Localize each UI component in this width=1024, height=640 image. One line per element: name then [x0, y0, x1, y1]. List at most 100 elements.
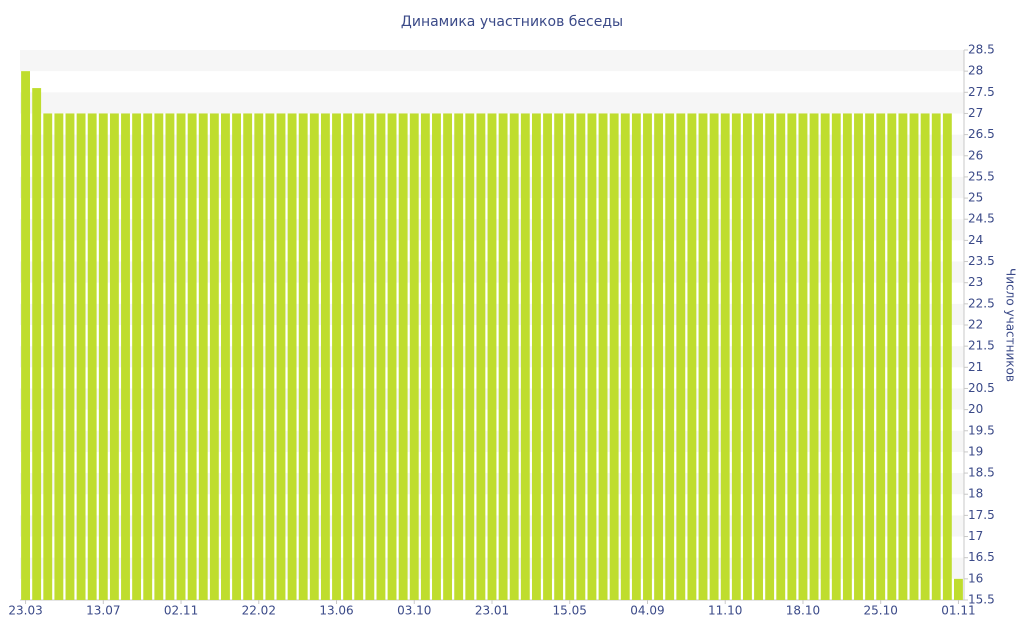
- x-tick-label: 04.09: [630, 604, 664, 618]
- y-tick-label: 27: [968, 106, 983, 120]
- x-tick-label: 15.05: [553, 604, 587, 618]
- bar: [221, 113, 230, 600]
- bar: [187, 113, 197, 600]
- bar: [776, 113, 786, 600]
- bar: [21, 71, 30, 600]
- bar: [509, 113, 519, 600]
- bar: [854, 113, 863, 600]
- bar: [920, 113, 930, 600]
- x-tick-label: 11.10: [708, 604, 742, 618]
- bar: [620, 113, 630, 600]
- y-tick-label: 24.5: [968, 212, 995, 226]
- bar: [798, 113, 808, 600]
- y-tick-label: 18: [968, 487, 983, 501]
- y-tick-label: 24: [968, 233, 983, 247]
- bar: [209, 113, 219, 600]
- x-tick-label: 02.11: [164, 604, 198, 618]
- bar: [432, 113, 441, 600]
- bar: [265, 113, 275, 600]
- bar: [154, 113, 164, 600]
- bar: [898, 113, 908, 600]
- bar: [165, 113, 175, 600]
- bar: [742, 113, 752, 600]
- y-tick-label: 22: [968, 318, 983, 332]
- bar: [842, 113, 852, 600]
- chart-title: Динамика участников беседы: [401, 14, 623, 30]
- bar: [309, 113, 319, 600]
- bar: [654, 113, 664, 600]
- y-tick-label: 16.5: [968, 550, 995, 564]
- bar: [676, 113, 686, 600]
- bar: [398, 113, 408, 600]
- bar: [254, 113, 264, 600]
- y-tick-label: 17.5: [968, 508, 995, 522]
- x-tick-label: 03.10: [397, 604, 431, 618]
- bar: [32, 88, 42, 601]
- bar: [631, 113, 641, 600]
- bar: [643, 113, 652, 600]
- x-tick-label: 23.01: [475, 604, 509, 618]
- bar: [121, 113, 130, 600]
- bar: [554, 113, 564, 600]
- bar: [720, 113, 730, 600]
- bar: [487, 113, 497, 600]
- y-tick-label: 21.5: [968, 339, 995, 353]
- bar: [109, 113, 119, 600]
- grid-band: [20, 50, 964, 72]
- bar: [831, 113, 841, 600]
- y-tick-label: 19: [968, 444, 983, 458]
- bar: [709, 113, 719, 600]
- y-tick-label: 28: [968, 64, 983, 78]
- y-tick-label: 19.5: [968, 423, 995, 437]
- bar: [332, 113, 341, 600]
- bar: [954, 578, 963, 600]
- y-tick-label: 27.5: [968, 85, 995, 99]
- x-tick-label: 23.03: [8, 604, 42, 618]
- y-tick-label: 17: [968, 529, 983, 543]
- bar: [287, 113, 297, 600]
- bar: [565, 113, 575, 600]
- bar: [698, 113, 708, 600]
- bar: [420, 113, 430, 600]
- bar: [476, 113, 486, 600]
- bar: [343, 113, 353, 600]
- bar: [754, 113, 763, 600]
- bar: [387, 113, 397, 600]
- bar: [531, 113, 541, 600]
- bar: [87, 113, 97, 600]
- bar: [232, 113, 242, 600]
- y-tick-label: 23: [968, 275, 983, 289]
- x-tick-label: 13.07: [86, 604, 120, 618]
- y-tick-label: 20: [968, 402, 983, 416]
- bar: [354, 113, 364, 600]
- bar: [587, 113, 597, 600]
- y-tick-label: 25.5: [968, 169, 995, 183]
- bar: [298, 113, 308, 600]
- x-tick-label: 18.10: [786, 604, 820, 618]
- y-tick-label: 25: [968, 191, 983, 205]
- bar: [198, 113, 208, 600]
- y-tick-label: 26.5: [968, 127, 995, 141]
- x-tick-label: 25.10: [864, 604, 898, 618]
- bar: [143, 113, 153, 600]
- bar: [54, 113, 64, 600]
- bar: [176, 113, 186, 600]
- y-tick-label: 18.5: [968, 466, 995, 480]
- bar: [465, 113, 475, 600]
- bar: [76, 113, 86, 600]
- bar: [687, 113, 697, 600]
- grid-band: [20, 92, 964, 114]
- bar: [543, 113, 552, 600]
- bar: [498, 113, 508, 600]
- bar: [376, 113, 386, 600]
- x-tick-label: 13.06: [319, 604, 353, 618]
- bar: [909, 113, 919, 600]
- bar: [942, 113, 952, 600]
- bar: [665, 113, 675, 600]
- bar: [43, 113, 53, 600]
- bar: [809, 113, 819, 600]
- y-tick-label: 23.5: [968, 254, 995, 268]
- y-axis-label: Число участников: [1004, 268, 1018, 382]
- bar: [787, 113, 797, 600]
